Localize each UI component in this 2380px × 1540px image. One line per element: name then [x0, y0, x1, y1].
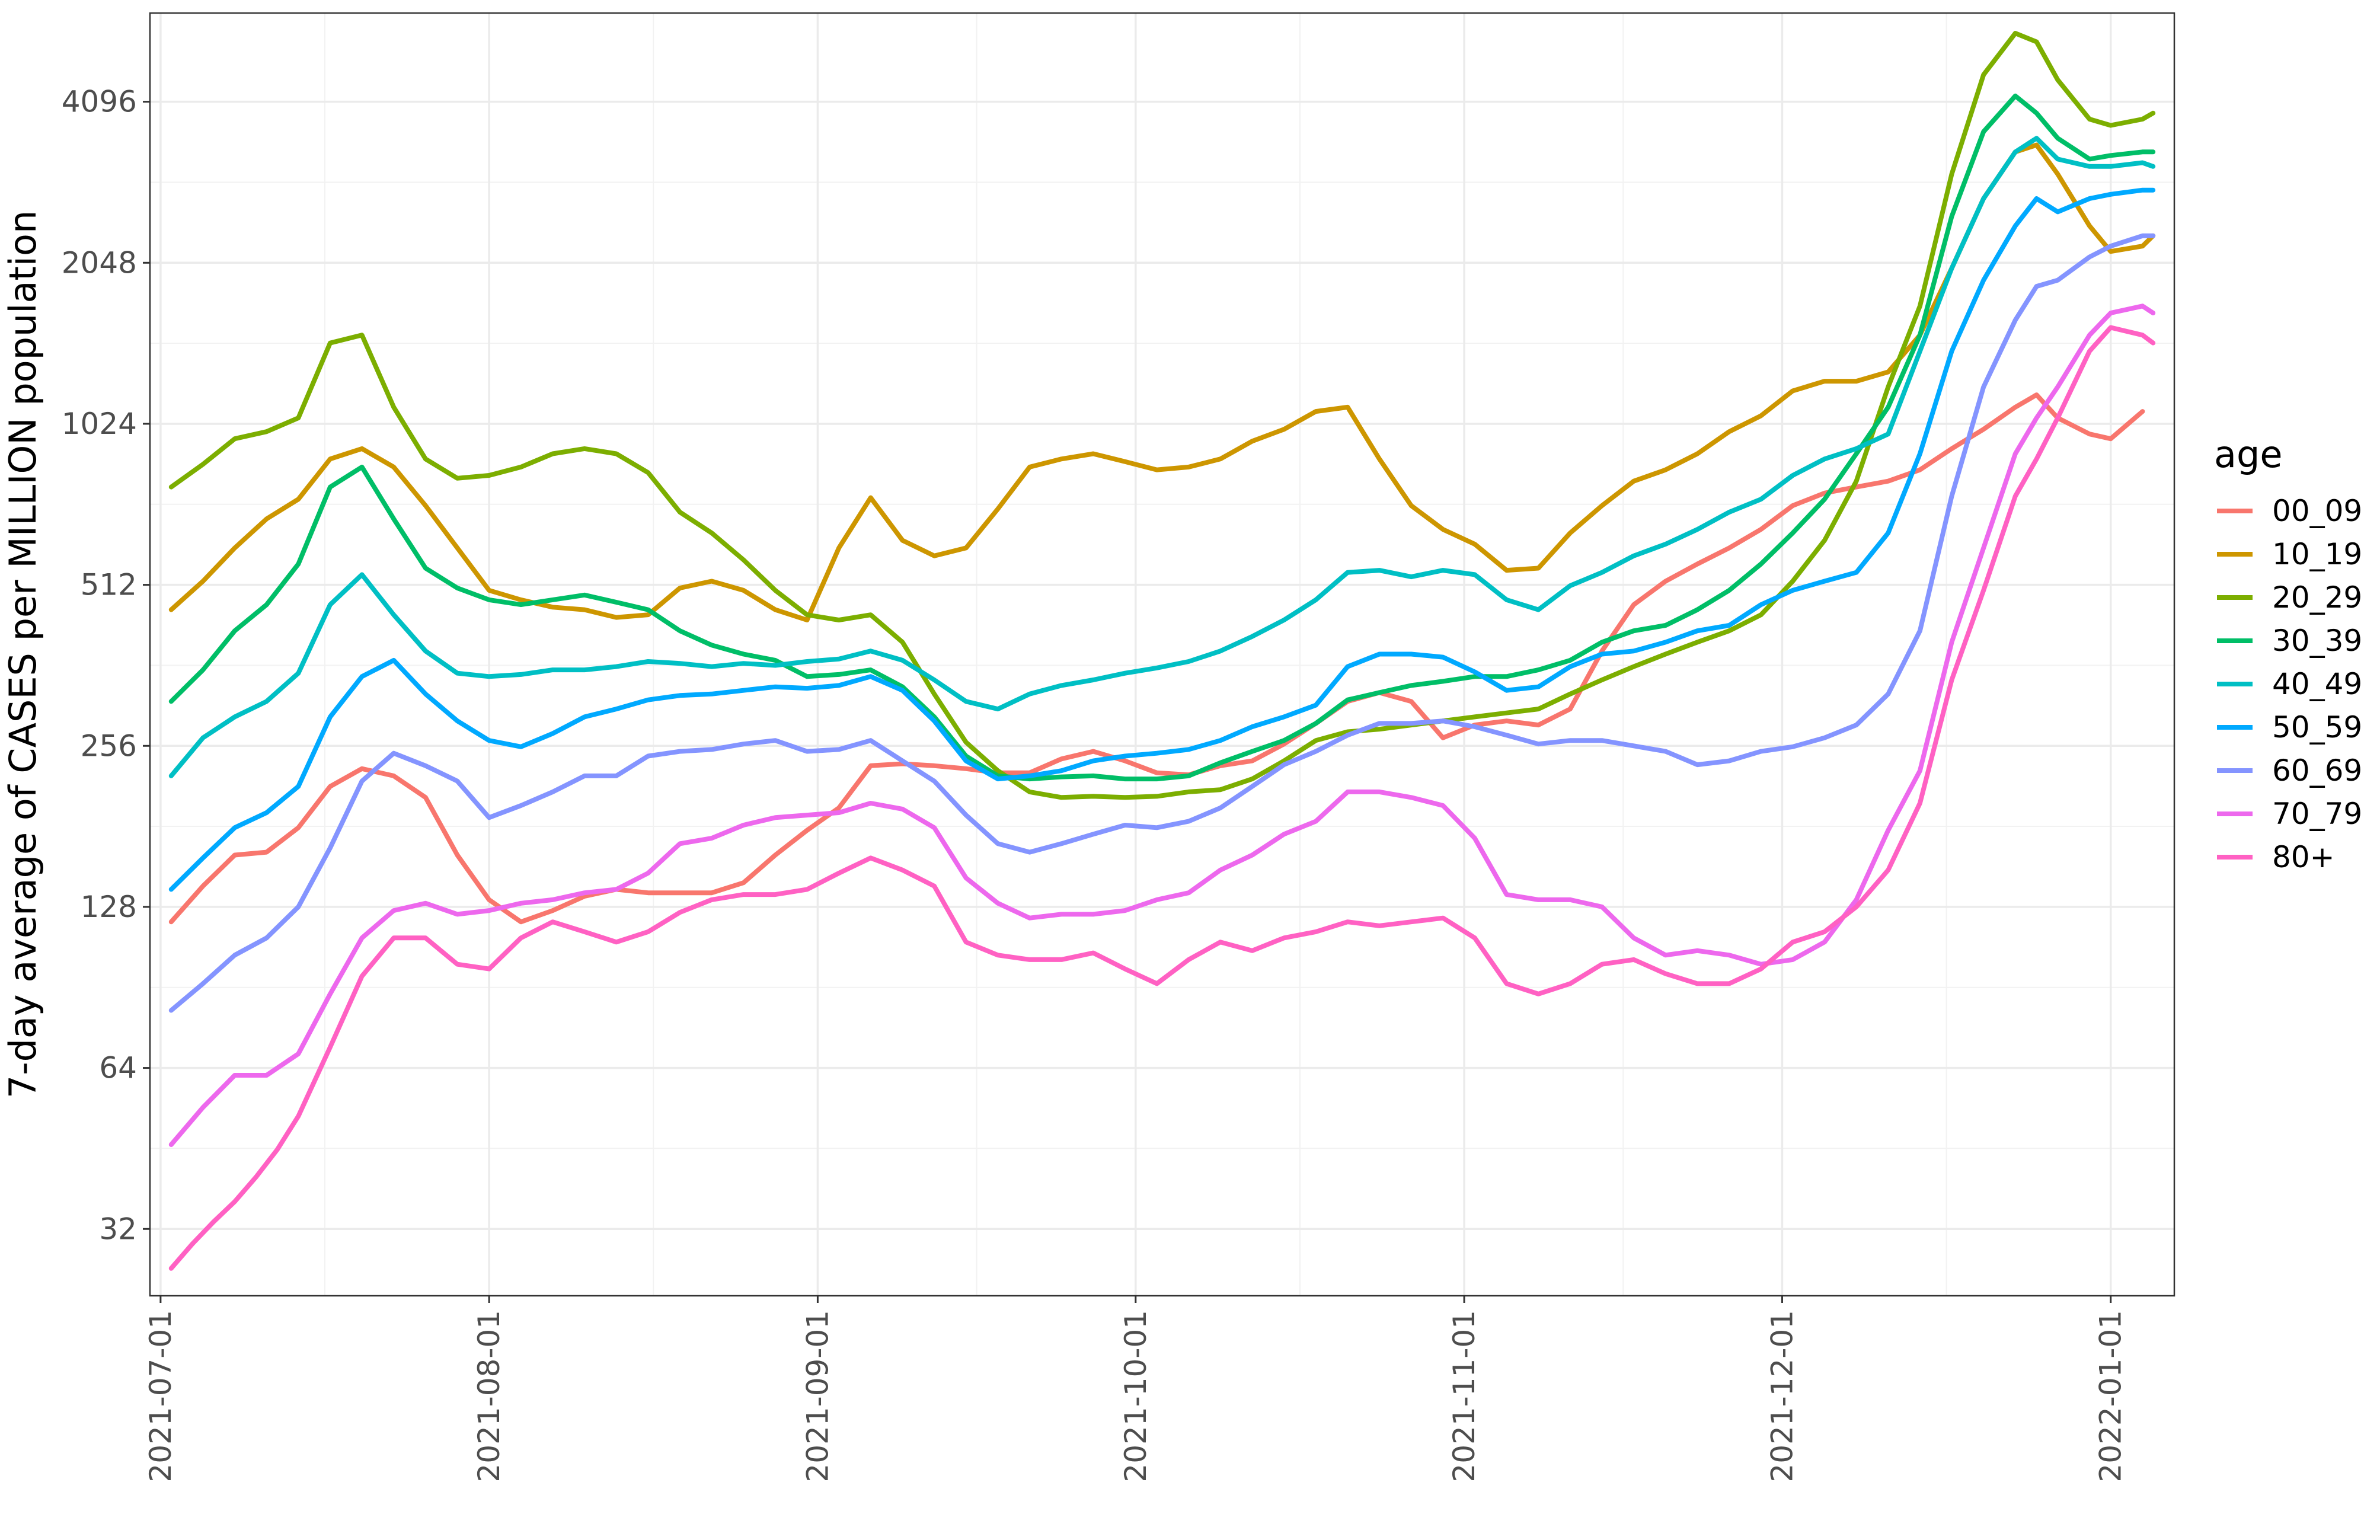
- series-line-50_59: [168, 187, 2156, 892]
- x-tick-label: 2021-07-01: [143, 1310, 178, 1483]
- plot-background: [150, 13, 2174, 1296]
- legend-label-10_19: 10_19: [2272, 537, 2362, 571]
- legend-label-30_39: 30_39: [2272, 624, 2362, 658]
- series-line-40_49: [168, 136, 2156, 778]
- series-line-20_29: [168, 31, 2156, 800]
- y-tick-label: 1024: [62, 407, 137, 441]
- series-line-10_19: [168, 142, 2156, 622]
- legend-label-60_69: 60_69: [2272, 753, 2362, 788]
- series-line-80+: [168, 325, 2156, 1271]
- y-tick-label: 2048: [62, 245, 137, 280]
- series-line-30_39: [168, 93, 2156, 782]
- x-tick-label: 2021-10-01: [1119, 1310, 1153, 1483]
- y-tick-label: 128: [81, 890, 137, 924]
- x-tick-label: 2021-09-01: [800, 1310, 835, 1483]
- y-axis-title: 7-day average of CASES per MILLION popul…: [1, 210, 44, 1099]
- y-tick-label: 32: [99, 1212, 137, 1246]
- y-tick-label: 512: [81, 568, 137, 602]
- series-line-00_09: [168, 392, 2145, 925]
- x-tick-label: 2022-01-01: [2094, 1310, 2128, 1483]
- legend-label-80+: 80+: [2272, 840, 2335, 874]
- legend-label-40_49: 40_49: [2272, 667, 2362, 701]
- legend: age 00_09 10_19 20_29 30_39 40_49 50_59 60_69 7…: [2214, 433, 2362, 874]
- x-tick-label: 2021-12-01: [1765, 1310, 1799, 1483]
- legend-label-00_09: 00_09: [2272, 494, 2362, 528]
- series-line-70_79: [168, 303, 2156, 1147]
- x-axis: 2021-07-01 2021-08-01 2021-09-01 2021-10-01…: [143, 1296, 2128, 1483]
- legend-title: age: [2214, 433, 2283, 476]
- y-axis: 32 64 128 256 512 1024 2048 4096: [62, 85, 150, 1246]
- x-tick-label: 2021-11-01: [1447, 1310, 1481, 1483]
- y-tick-label: 4096: [62, 85, 137, 119]
- y-tick-label: 64: [99, 1051, 137, 1085]
- legend-label-70_79: 70_79: [2272, 797, 2362, 831]
- x-tick-label: 2021-08-01: [472, 1310, 506, 1483]
- legend-label-20_29: 20_29: [2272, 580, 2362, 615]
- series-lines: [168, 31, 2156, 1271]
- series-line-60_69: [168, 233, 2156, 1013]
- plot-border: [149, 12, 2175, 1297]
- y-tick-label: 256: [81, 729, 137, 763]
- legend-label-50_59: 50_59: [2272, 710, 2362, 745]
